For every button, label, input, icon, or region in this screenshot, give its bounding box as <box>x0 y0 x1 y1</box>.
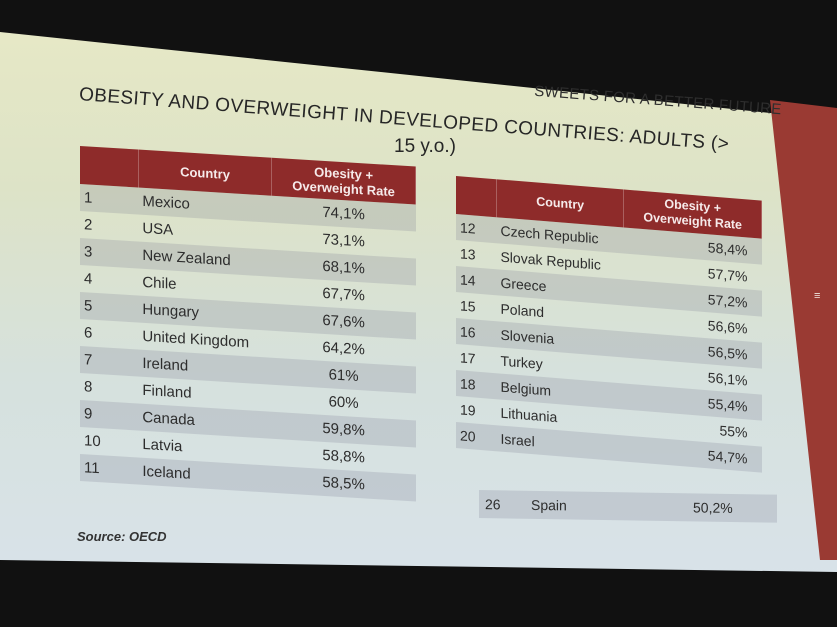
country-cell: Spain <box>531 496 567 514</box>
rank-cell: 20 <box>456 422 497 452</box>
logo-fragment-icon: ≡ <box>814 290 821 302</box>
rank-cell: 7 <box>80 346 139 377</box>
slide-title-continued: 15 y.o.) <box>394 136 456 157</box>
rank-cell: 3 <box>80 238 139 269</box>
rank-cell: 12 <box>456 214 497 244</box>
rate-cell: 50,2% <box>693 499 733 516</box>
rank-cell: 26 <box>485 496 501 513</box>
rank-cell: 10 <box>84 432 101 451</box>
rank-cell: 16 <box>456 318 497 348</box>
rank-cell: 6 <box>84 324 93 342</box>
rank-cell: 1 <box>80 184 139 215</box>
rank-cell: 13 <box>460 245 476 263</box>
table-row-spain: 26 Spain 50,2% <box>479 490 777 523</box>
rank-header <box>80 146 139 188</box>
obesity-table-left: Country Obesity + Overweight Rate 1 Mexic… <box>80 146 416 502</box>
rate-header-line2: Overweight Rate <box>292 177 395 200</box>
rank-cell: 19 <box>460 401 476 419</box>
rank-cell: 9 <box>80 400 139 431</box>
rank-cell: 14 <box>456 266 497 296</box>
rank-cell: 17 <box>460 349 476 367</box>
rank-cell: 15 <box>460 297 476 315</box>
rank-cell: 4 <box>84 270 93 288</box>
rank-cell: 5 <box>80 292 139 323</box>
source-note: Source: OECD <box>77 529 167 544</box>
rank-cell: 8 <box>84 378 93 396</box>
rank-cell: 11 <box>80 454 139 485</box>
rank-cell: 2 <box>84 216 93 234</box>
rank-cell: 18 <box>456 370 497 400</box>
rank-header <box>456 176 497 218</box>
rate-header-line2: Overweight Rate <box>643 210 743 233</box>
obesity-table-right: Country Obesity + Overweight Rate 12 Czec… <box>456 176 762 473</box>
